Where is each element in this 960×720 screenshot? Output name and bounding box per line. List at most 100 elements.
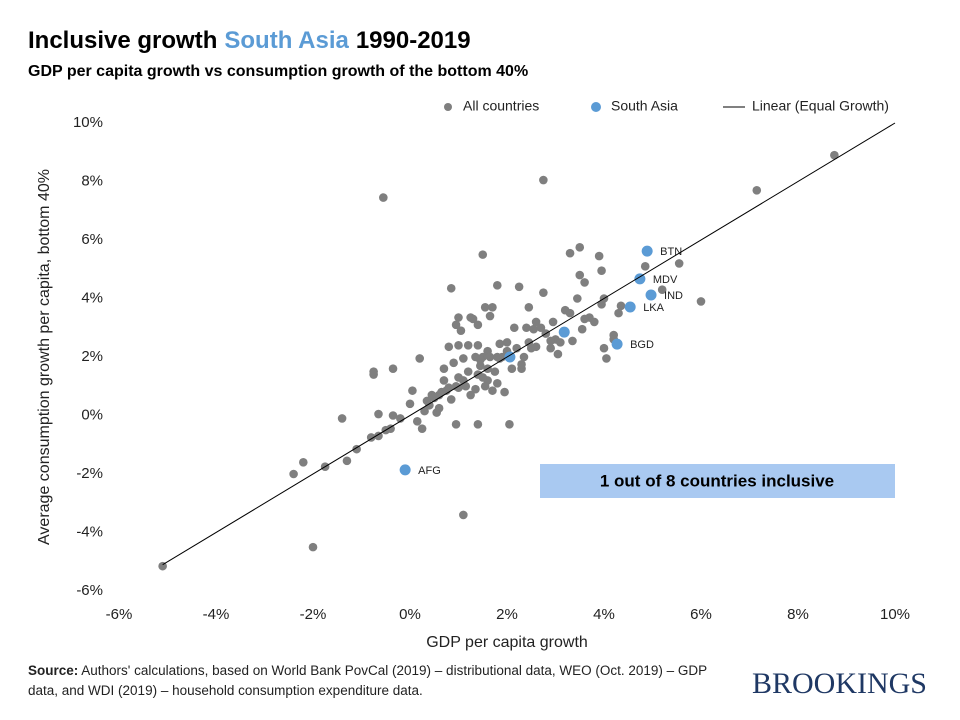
trend-line xyxy=(162,122,896,566)
chart-title: Inclusive growth South Asia 1990-2019 xyxy=(28,27,471,54)
data-point xyxy=(444,342,454,352)
point-label: MDV xyxy=(653,274,678,286)
data-point xyxy=(451,419,461,429)
data-point xyxy=(374,409,383,419)
data-point xyxy=(485,352,495,362)
x-tick-label: -6% xyxy=(106,606,133,623)
y-tick-label: 0% xyxy=(81,406,103,423)
subtitle: GDP per capita growth vs consumption gro… xyxy=(28,63,528,80)
data-point xyxy=(425,400,434,410)
data-point xyxy=(399,464,411,476)
data-point xyxy=(434,403,444,413)
data-point xyxy=(575,270,585,280)
data-point xyxy=(752,185,762,195)
data-point xyxy=(366,433,376,442)
data-point xyxy=(388,411,398,420)
y-tick-label: 8% xyxy=(81,172,103,189)
data-point xyxy=(493,281,502,290)
data-point xyxy=(337,414,347,423)
data-point xyxy=(485,311,495,321)
data-point xyxy=(490,367,500,376)
data-point xyxy=(417,424,427,433)
data-point xyxy=(519,352,529,362)
data-point xyxy=(674,259,684,268)
y-tick-label: 2% xyxy=(81,348,103,365)
data-point xyxy=(565,248,575,258)
x-axis-title: GDP per capita growth xyxy=(426,634,588,651)
data-point xyxy=(446,283,456,293)
data-point xyxy=(536,323,546,333)
data-point xyxy=(590,317,599,327)
data-point xyxy=(524,338,534,347)
data-point xyxy=(454,313,463,322)
point-label: IND xyxy=(664,290,683,302)
data-point xyxy=(415,354,425,363)
point-label: AFG xyxy=(418,465,441,477)
data-point xyxy=(289,469,298,479)
data-point xyxy=(342,456,352,466)
data-point xyxy=(505,419,514,429)
x-tick-label: 8% xyxy=(787,606,809,623)
data-point xyxy=(473,419,483,429)
data-point xyxy=(531,342,541,352)
data-point xyxy=(352,444,361,454)
data-point xyxy=(473,341,483,350)
data-point xyxy=(696,297,706,306)
title-highlight: South Asia xyxy=(224,27,349,54)
data-point xyxy=(624,301,636,313)
data-point xyxy=(480,302,490,312)
data-point xyxy=(446,395,456,404)
data-point xyxy=(580,314,589,324)
data-point xyxy=(514,282,524,292)
data-point xyxy=(449,358,458,368)
data-point xyxy=(565,308,575,318)
data-point xyxy=(369,367,378,376)
data-point xyxy=(517,360,526,369)
y-tick-label: -4% xyxy=(76,523,103,540)
x-tick-label: -2% xyxy=(300,606,327,623)
data-point xyxy=(405,399,415,409)
data-point xyxy=(308,542,318,552)
data-point xyxy=(471,352,480,362)
y-tick-label: -6% xyxy=(76,582,103,599)
legend: All countries South Asia Linear (Equal Gro… xyxy=(444,98,889,114)
data-point xyxy=(493,379,502,388)
data-point xyxy=(577,324,587,334)
data-point xyxy=(451,381,461,391)
data-point xyxy=(388,364,398,374)
data-point xyxy=(468,314,478,324)
data-point xyxy=(522,323,531,333)
data-point xyxy=(500,387,509,397)
data-point xyxy=(548,317,558,327)
point-label: BGD xyxy=(630,339,654,351)
data-point xyxy=(488,386,497,395)
data-point xyxy=(546,336,555,346)
title-start: Inclusive growth xyxy=(28,27,217,54)
data-point xyxy=(459,510,468,520)
data-point xyxy=(502,338,512,347)
y-tick-label: -2% xyxy=(76,465,103,482)
data-point xyxy=(439,376,449,385)
data-point xyxy=(454,341,463,350)
data-point xyxy=(640,262,650,271)
data-point xyxy=(463,341,473,350)
data-point xyxy=(556,338,565,347)
data-point xyxy=(439,364,449,374)
y-axis-title: Average consumption growth per capita, b… xyxy=(36,169,53,545)
data-point xyxy=(480,381,490,391)
data-point xyxy=(420,406,429,416)
data-point xyxy=(524,302,534,312)
data-point xyxy=(374,431,383,441)
data-point xyxy=(471,384,480,394)
point-label: LKA xyxy=(643,302,664,314)
data-point xyxy=(599,343,609,353)
data-point xyxy=(408,386,417,395)
data-point xyxy=(597,266,606,276)
data-point xyxy=(454,373,463,382)
data-point xyxy=(553,349,563,359)
logo: BROOKINGS xyxy=(752,667,927,700)
legend-swatch xyxy=(444,103,452,111)
source-label: Source: xyxy=(28,663,79,678)
data-point xyxy=(568,336,577,346)
